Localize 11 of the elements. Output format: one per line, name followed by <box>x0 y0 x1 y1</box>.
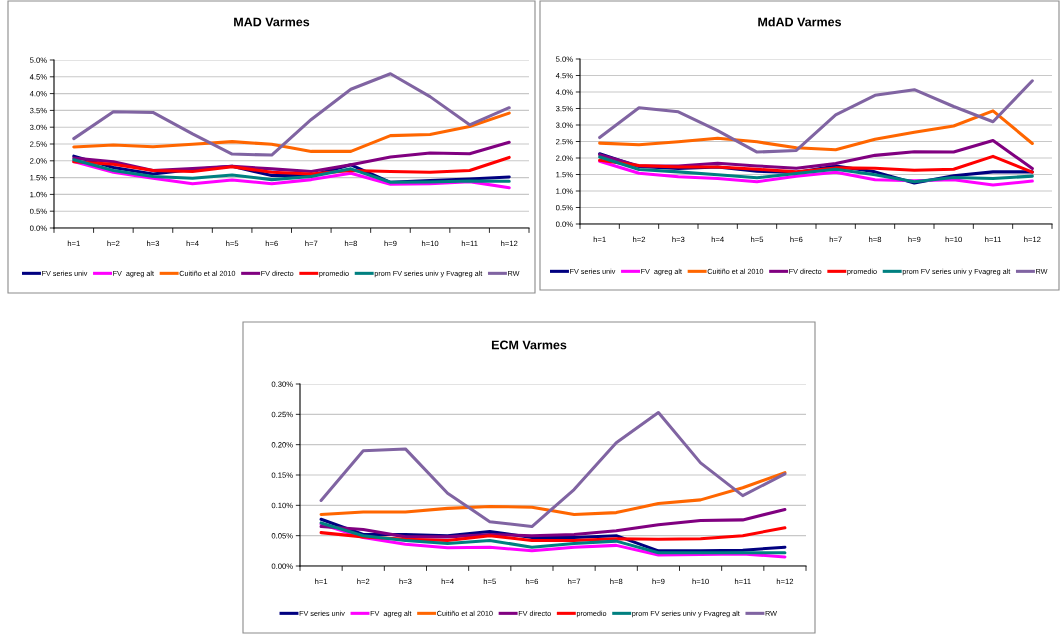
chart-title: MdAD Varmes <box>758 17 842 27</box>
line-series <box>598 79 1034 154</box>
chart-title: MAD Varmes <box>234 17 310 27</box>
line-series <box>72 72 511 157</box>
line-series <box>319 508 787 539</box>
line-series <box>598 109 1034 152</box>
chart-title: ECM Varmes <box>491 340 567 350</box>
line-series <box>319 471 787 516</box>
line-series <box>598 154 1034 174</box>
line-series <box>319 410 787 529</box>
line-series <box>72 111 511 153</box>
